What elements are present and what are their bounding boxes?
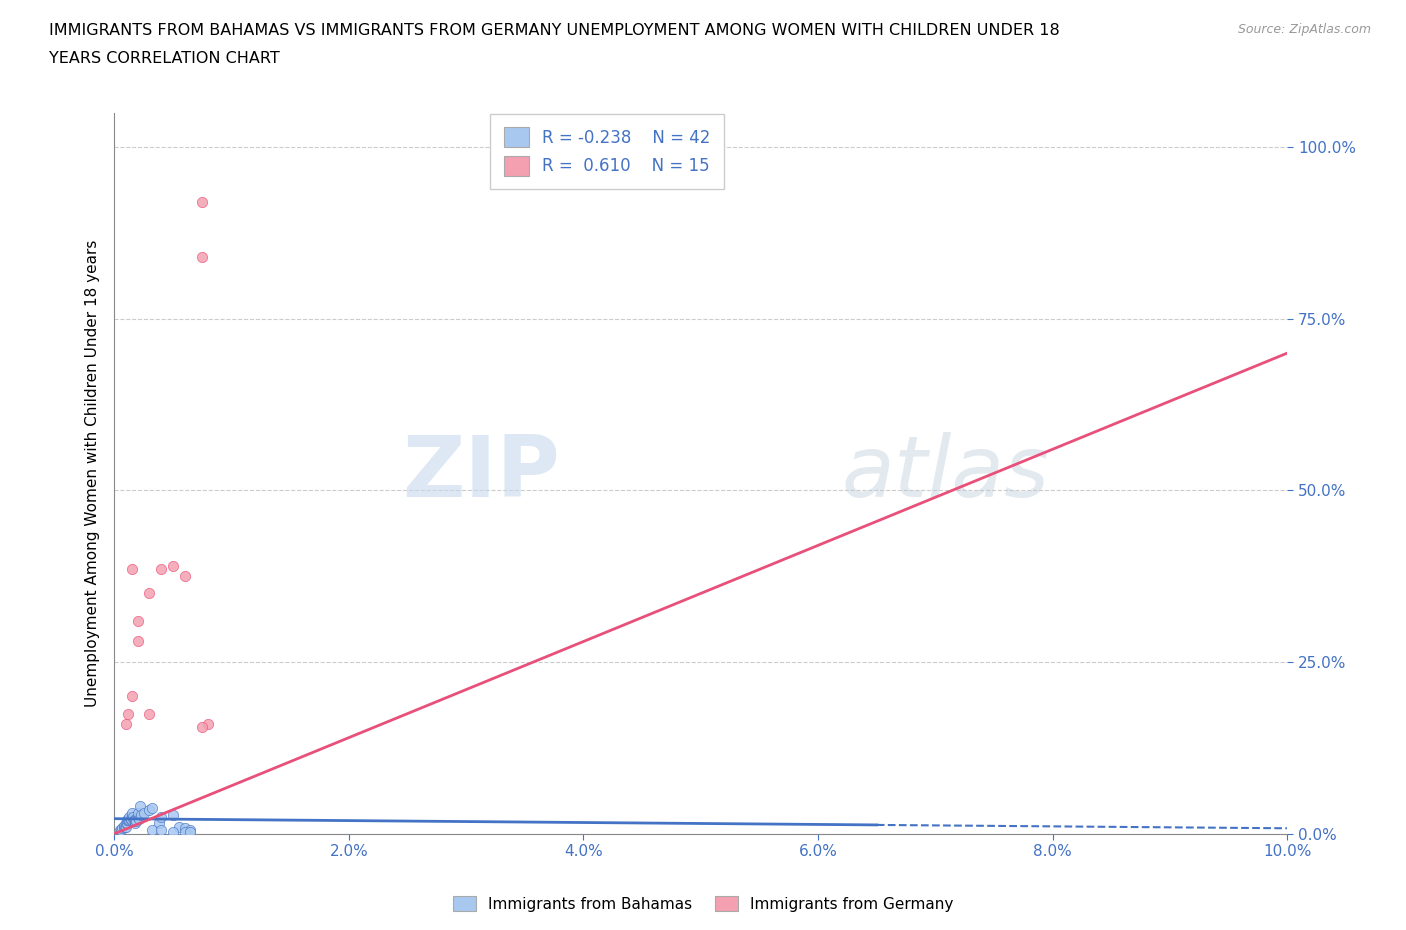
Point — [150, 823, 173, 838]
Point — [129, 807, 152, 822]
Point — [121, 805, 143, 820]
Point — [141, 823, 163, 838]
Point — [197, 716, 219, 731]
Point — [162, 824, 184, 839]
Point — [114, 819, 136, 834]
Point — [115, 816, 138, 830]
Point — [191, 720, 214, 735]
Point — [128, 811, 150, 826]
Point — [127, 809, 149, 824]
Y-axis label: Unemployment Among Women with Children Under 18 years: Unemployment Among Women with Children U… — [86, 240, 100, 707]
Point — [121, 562, 143, 577]
Point — [167, 819, 190, 834]
Point — [132, 805, 155, 820]
Point — [110, 823, 132, 838]
Point — [129, 799, 152, 814]
Point — [121, 689, 143, 704]
Point — [125, 814, 148, 829]
Point — [179, 825, 201, 840]
Point — [117, 813, 139, 828]
Point — [115, 816, 138, 830]
Point — [120, 813, 142, 828]
Point — [124, 816, 146, 830]
Point — [112, 819, 135, 834]
Text: Source: ZipAtlas.com: Source: ZipAtlas.com — [1237, 23, 1371, 36]
Point — [115, 813, 138, 828]
Point — [127, 634, 149, 649]
Legend: R = -0.238    N = 42, R =  0.610    N = 15: R = -0.238 N = 42, R = 0.610 N = 15 — [491, 113, 724, 190]
Point — [117, 811, 139, 826]
Point — [115, 716, 138, 731]
Point — [122, 813, 145, 828]
Point — [191, 194, 214, 209]
Point — [162, 559, 184, 574]
Point — [115, 819, 138, 834]
Point — [122, 809, 145, 824]
Point — [117, 706, 139, 721]
Point — [138, 803, 160, 817]
Point — [127, 805, 149, 820]
Text: atlas: atlas — [842, 432, 1050, 514]
Point — [111, 821, 134, 836]
Point — [150, 809, 173, 824]
Point — [173, 569, 195, 584]
Point — [127, 614, 149, 629]
Point — [108, 823, 131, 838]
Point — [191, 249, 214, 264]
Point — [162, 807, 184, 822]
Point — [120, 811, 142, 826]
Legend: Immigrants from Bahamas, Immigrants from Germany: Immigrants from Bahamas, Immigrants from… — [447, 889, 959, 918]
Point — [124, 813, 146, 828]
Point — [173, 824, 195, 839]
Point — [138, 706, 160, 721]
Point — [179, 823, 201, 838]
Text: ZIP: ZIP — [402, 432, 560, 514]
Text: IMMIGRANTS FROM BAHAMAS VS IMMIGRANTS FROM GERMANY UNEMPLOYMENT AMONG WOMEN WITH: IMMIGRANTS FROM BAHAMAS VS IMMIGRANTS FR… — [49, 23, 1060, 38]
Point — [173, 821, 195, 836]
Point — [121, 809, 143, 824]
Point — [138, 586, 160, 601]
Point — [118, 813, 141, 828]
Point — [118, 809, 141, 824]
Text: YEARS CORRELATION CHART: YEARS CORRELATION CHART — [49, 51, 280, 66]
Point — [112, 818, 135, 833]
Point — [150, 562, 173, 577]
Point — [148, 816, 170, 830]
Point — [141, 800, 163, 815]
